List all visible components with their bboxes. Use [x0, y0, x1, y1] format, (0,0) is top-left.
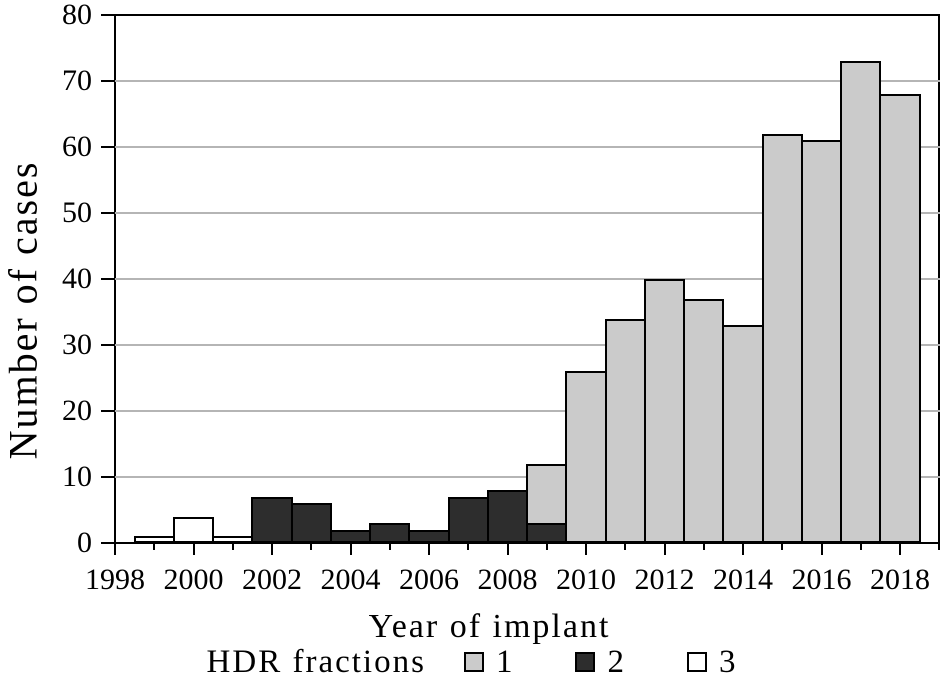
x-tick-label-1998: 1998	[85, 563, 145, 596]
bar-2006-fraction-2	[408, 529, 450, 543]
x-minor-tick-2005	[388, 544, 391, 550]
bar-2014-fraction-1	[722, 325, 764, 543]
x-tick-label-2016: 2016	[791, 563, 852, 596]
gridline-40	[115, 278, 940, 280]
legend-label-2: 2	[607, 643, 625, 677]
x-major-tick-2014	[742, 544, 744, 555]
y-tick-label-70: 70	[62, 64, 92, 97]
y-tick-label-60: 60	[62, 130, 92, 163]
x-major-tick-2012	[663, 544, 666, 555]
x-tick-label-2004: 2004	[320, 563, 381, 596]
bar-2003-fraction-2	[290, 503, 332, 543]
y-axis-title: Number of cases	[0, 160, 46, 460]
x-minor-tick-2009	[545, 544, 548, 550]
bar-2004-fraction-2	[329, 529, 372, 543]
x-axis-title: Year of implant	[368, 608, 611, 645]
legend-swatch-2	[575, 652, 596, 672]
x-minor-tick-2017	[859, 544, 862, 550]
gridline-20	[115, 410, 940, 412]
x-minor-tick-2011	[624, 544, 627, 550]
x-minor-tick-2007	[467, 544, 470, 550]
legend-label-3: 3	[718, 643, 737, 677]
legend-items: 1 2 3	[463, 643, 737, 677]
y-tick-40	[101, 278, 115, 280]
bar-2011-fraction-1	[604, 318, 646, 543]
plot-frame-top	[114, 14, 940, 16]
bar-2009-fraction-2	[526, 523, 568, 543]
y-tick-label-40: 40	[62, 262, 92, 295]
y-tick-10	[101, 476, 115, 478]
x-major-tick-2010	[585, 544, 587, 555]
x-tick-label-2012: 2012	[634, 563, 695, 596]
x-major-tick-2002	[271, 544, 273, 555]
bar-2010-fraction-1	[565, 371, 607, 543]
y-tick-70	[101, 80, 115, 82]
x-tick-label-2000: 2000	[163, 563, 224, 596]
y-tick-label-50: 50	[62, 196, 92, 229]
x-major-tick-2008	[506, 544, 509, 555]
legend-swatch-3	[686, 652, 707, 672]
x-tick-label-2010: 2010	[556, 563, 616, 596]
bar-2005-fraction-2	[369, 523, 411, 543]
legend: HDR fractions 1 2 3	[0, 644, 943, 677]
legend-item-3: 3	[686, 643, 737, 677]
x-minor-tick-2019	[938, 544, 941, 550]
bar-2001-fraction-3	[212, 536, 254, 543]
bar-2000-fraction-3	[172, 516, 215, 543]
x-minor-tick-2013	[702, 544, 705, 550]
y-tick-label-10: 10	[62, 460, 92, 493]
x-tick-label-2006: 2006	[399, 563, 459, 596]
x-tick-label-2002: 2002	[242, 563, 302, 596]
gridline-30	[115, 344, 940, 346]
x-major-tick-1998	[114, 544, 116, 555]
y-tick-20	[101, 410, 115, 412]
y-tick-80	[101, 14, 115, 16]
x-tick-label-2018: 2018	[870, 563, 930, 596]
y-tick-50	[101, 212, 115, 214]
x-tick-label-2014: 2014	[713, 563, 773, 596]
x-major-tick-2018	[899, 544, 901, 555]
y-tick-label-80: 80	[62, 0, 92, 31]
bar-2017-fraction-1	[840, 61, 882, 543]
plot-area	[115, 15, 940, 543]
bar-2008-fraction-2	[486, 490, 529, 543]
y-tick-label-30: 30	[62, 328, 92, 361]
legend-item-2: 2	[575, 644, 625, 677]
x-axis-line	[114, 542, 940, 544]
bar-2015-fraction-1	[761, 133, 803, 543]
y-tick-0	[101, 542, 115, 544]
x-minor-tick-2015	[781, 544, 784, 550]
y-tick-60	[101, 146, 115, 148]
legend-title: HDR fractions	[206, 643, 426, 677]
bar-2013-fraction-1	[683, 298, 725, 543]
x-major-tick-2016	[820, 544, 823, 555]
bar-2009-fraction-1	[526, 463, 568, 526]
x-major-tick-2004	[349, 544, 352, 555]
x-major-tick-2000	[192, 544, 195, 555]
bar-2012-fraction-1	[643, 279, 686, 543]
x-minor-tick-1999	[153, 544, 156, 550]
gridline-70	[115, 80, 940, 82]
y-tick-label-20: 20	[62, 394, 92, 427]
bar-1999-fraction-3	[133, 536, 175, 543]
bar-2002-fraction-2	[251, 496, 293, 543]
bar-2018-fraction-1	[879, 94, 921, 543]
bar-2007-fraction-2	[447, 496, 489, 543]
y-tick-30	[101, 344, 115, 346]
gridline-60	[115, 146, 940, 148]
legend-swatch-1	[463, 652, 484, 672]
x-minor-tick-2001	[231, 544, 234, 550]
x-major-tick-2006	[428, 544, 430, 555]
legend-label-1: 1	[495, 643, 514, 677]
y-tick-label-0: 0	[77, 526, 92, 559]
bar-2016-fraction-1	[800, 140, 843, 543]
x-minor-tick-2003	[310, 544, 313, 550]
legend-item-1: 1	[463, 643, 514, 677]
x-tick-label-2008: 2008	[477, 563, 538, 596]
gridline-50	[115, 212, 940, 214]
